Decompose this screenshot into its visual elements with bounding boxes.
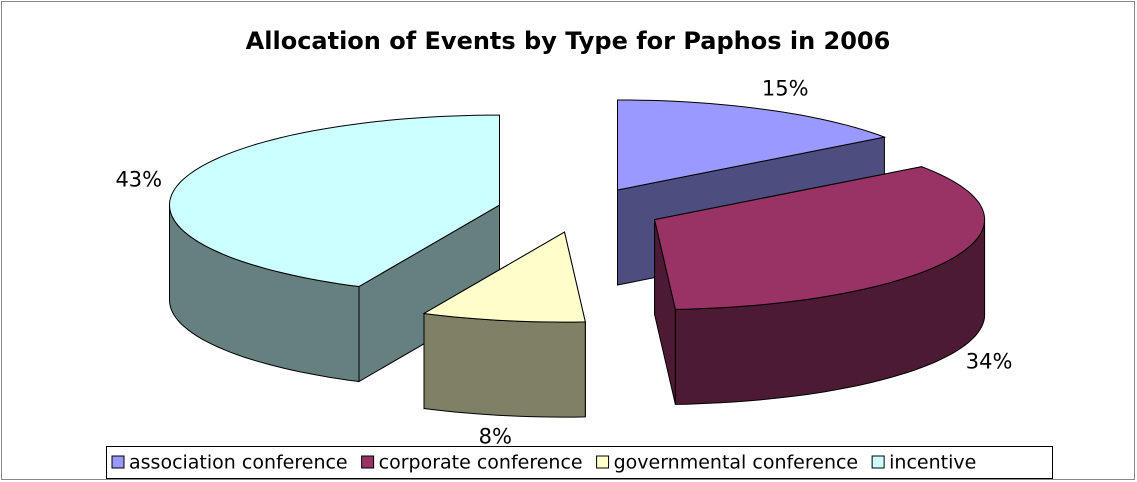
slice xyxy=(422,231,586,418)
data-label: 8% xyxy=(479,425,512,449)
legend-swatch xyxy=(596,455,610,469)
data-label: 15% xyxy=(762,77,809,101)
legend-box xyxy=(106,446,1053,479)
slice xyxy=(168,114,500,383)
slice xyxy=(653,166,986,405)
legend-swatch xyxy=(871,455,885,469)
slice-outer-side xyxy=(423,312,586,418)
slice-top xyxy=(653,166,986,310)
legend-label: governmental conference xyxy=(614,452,859,474)
slice-top xyxy=(422,231,586,323)
legend-swatch xyxy=(361,455,375,469)
legend-label: incentive xyxy=(889,452,976,474)
legend-label: association conference xyxy=(129,452,348,474)
legend-label: corporate conference xyxy=(379,452,583,474)
legend-swatch xyxy=(111,455,125,469)
data-label: 43% xyxy=(115,168,162,192)
data-label: 34% xyxy=(966,349,1013,373)
slice-top xyxy=(168,114,500,288)
slice-top xyxy=(617,99,887,191)
chart-title: Allocation of Events by Type for Paphos … xyxy=(246,27,891,55)
